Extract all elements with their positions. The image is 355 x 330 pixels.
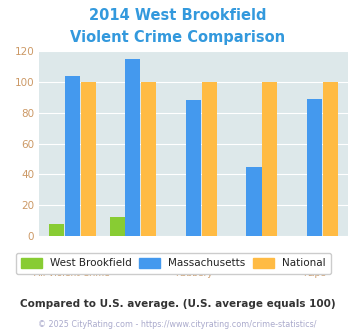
Bar bbox=[125, 59, 141, 236]
Bar bbox=[246, 167, 262, 236]
Bar bbox=[202, 82, 217, 236]
Text: Violent Crime Comparison: Violent Crime Comparison bbox=[70, 30, 285, 45]
Bar bbox=[65, 76, 80, 236]
Bar bbox=[49, 224, 64, 236]
Text: All Violent Crime: All Violent Crime bbox=[34, 269, 110, 278]
Legend: West Brookfield, Massachusetts, National: West Brookfield, Massachusetts, National bbox=[16, 253, 331, 274]
Text: Aggravated Assault: Aggravated Assault bbox=[89, 255, 177, 264]
Text: Robbery: Robbery bbox=[175, 269, 212, 278]
Bar bbox=[186, 100, 201, 236]
Bar bbox=[262, 82, 277, 236]
Bar bbox=[110, 217, 125, 236]
Bar bbox=[81, 82, 96, 236]
Text: Rape: Rape bbox=[303, 269, 326, 278]
Text: Compared to U.S. average. (U.S. average equals 100): Compared to U.S. average. (U.S. average … bbox=[20, 299, 335, 309]
Text: 2014 West Brookfield: 2014 West Brookfield bbox=[89, 8, 266, 23]
Bar bbox=[323, 82, 338, 236]
Text: Murder & Mans...: Murder & Mans... bbox=[215, 255, 293, 264]
Text: © 2025 CityRating.com - https://www.cityrating.com/crime-statistics/: © 2025 CityRating.com - https://www.city… bbox=[38, 320, 317, 329]
Bar bbox=[307, 99, 322, 236]
Bar bbox=[141, 82, 156, 236]
